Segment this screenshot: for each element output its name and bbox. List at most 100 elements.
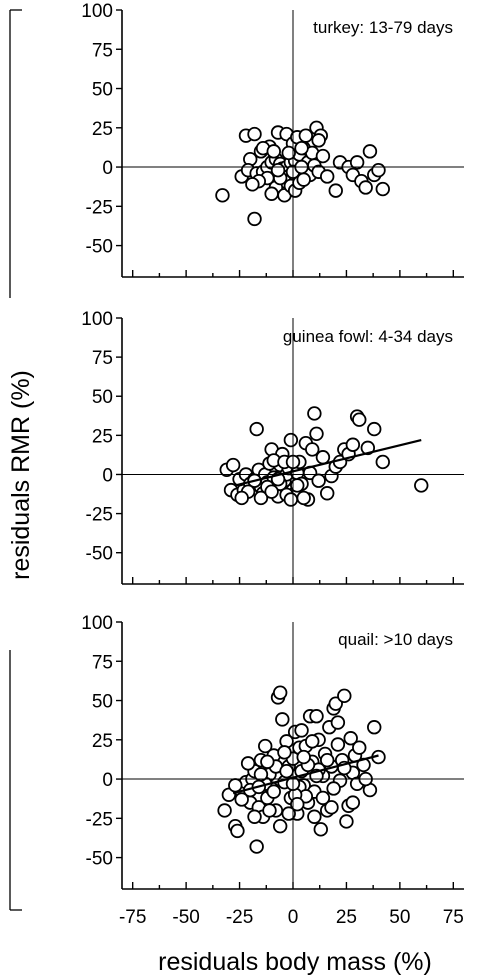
data-point xyxy=(298,128,314,143)
data-point xyxy=(343,731,358,746)
data-point xyxy=(349,155,365,170)
data-point xyxy=(247,126,262,142)
x-tick-label: 50 xyxy=(389,907,410,928)
x-tick-label: 25 xyxy=(336,907,357,928)
data-point xyxy=(315,148,331,164)
data-point xyxy=(264,484,279,499)
data-point xyxy=(311,473,326,488)
y-tick-label: 25 xyxy=(92,731,113,752)
data-point xyxy=(249,839,264,854)
data-point xyxy=(352,412,367,427)
y-tick-labels: 100 75 50 25 0 -25 -50 xyxy=(81,613,113,870)
y-tick-label: 100 xyxy=(81,309,113,330)
data-point xyxy=(266,144,281,159)
data-point xyxy=(234,490,249,506)
data-point xyxy=(264,186,279,201)
data-point xyxy=(225,457,241,473)
data-point xyxy=(307,406,322,421)
data-point xyxy=(309,426,324,441)
y-tick-label: -25 xyxy=(86,809,113,830)
data-point xyxy=(290,478,305,493)
data-point xyxy=(315,790,331,806)
data-point xyxy=(281,145,296,161)
data-point xyxy=(358,180,373,195)
y-tick-label: 25 xyxy=(92,119,113,140)
panel-label: guinea fowl: 4-34 days xyxy=(283,327,453,346)
data-point xyxy=(330,737,346,752)
data-point xyxy=(320,169,335,184)
data-point xyxy=(345,437,361,452)
data-point xyxy=(367,421,382,437)
data-point xyxy=(294,723,309,738)
data-point xyxy=(215,188,230,203)
axes xyxy=(116,317,464,585)
data-point xyxy=(309,709,324,724)
data-point xyxy=(375,181,390,197)
data-point xyxy=(324,800,339,815)
data-point xyxy=(345,795,361,810)
y-tick-label: -50 xyxy=(86,544,113,565)
data-point xyxy=(283,492,299,507)
data-point xyxy=(277,745,292,760)
data-point xyxy=(262,803,277,818)
data-point xyxy=(283,432,299,448)
panel-label: turkey: 13-79 days xyxy=(313,18,453,37)
data-point xyxy=(313,822,328,837)
data-point xyxy=(320,486,335,501)
data-point xyxy=(253,490,269,506)
x-tick-label: -50 xyxy=(172,907,199,928)
y-tick-label: 50 xyxy=(92,80,113,101)
fit-line-layer xyxy=(232,754,379,795)
panel-turkey: 100 75 50 25 0 -25 -50 turkey: 13-79 days xyxy=(81,1,464,278)
data-point xyxy=(247,809,262,824)
y-tick-label: -25 xyxy=(86,505,113,526)
data-point xyxy=(339,814,354,829)
data-point xyxy=(326,781,341,796)
x-tick-label: -75 xyxy=(119,907,146,928)
y-tick-label: 50 xyxy=(92,387,113,408)
data-point xyxy=(367,720,382,735)
data-point xyxy=(230,823,245,839)
data-point xyxy=(258,738,273,754)
data-point xyxy=(266,784,281,799)
panel-label: quail: >10 days xyxy=(338,630,453,649)
data-point xyxy=(315,450,331,465)
x-tick-labels: -75 -50 -25 0 25 50 75 xyxy=(119,907,464,928)
plot-points xyxy=(219,406,429,507)
data-point xyxy=(330,715,346,730)
y-tick-label: -50 xyxy=(86,237,113,258)
y-tick-labels: 100 75 50 25 0 -25 -50 xyxy=(81,309,113,565)
data-point xyxy=(305,442,320,457)
axes xyxy=(116,621,464,890)
x-axis-title: residuals body mass (%) xyxy=(158,948,432,976)
data-point xyxy=(270,162,286,178)
data-point xyxy=(249,421,264,437)
data-point xyxy=(290,796,305,812)
y-tick-label: 75 xyxy=(92,348,113,369)
data-point xyxy=(272,818,288,834)
data-point xyxy=(275,712,290,727)
y-axis-title: residuals RMR (%) xyxy=(7,370,35,580)
data-point xyxy=(296,749,311,765)
data-point xyxy=(352,740,367,755)
data-point xyxy=(296,490,311,506)
data-point xyxy=(272,685,288,700)
y-tick-label: 0 xyxy=(102,770,113,791)
data-point xyxy=(371,162,386,178)
data-point xyxy=(337,688,352,704)
y-tick-label: 100 xyxy=(81,1,113,22)
data-point xyxy=(311,133,326,148)
regression-line xyxy=(235,438,422,487)
y-tick-labels: 100 75 50 25 0 -25 -50 xyxy=(81,1,113,258)
data-point xyxy=(245,177,260,192)
x-tick-label: 75 xyxy=(443,907,464,928)
y-title-bracket xyxy=(9,9,22,911)
data-point xyxy=(375,454,390,470)
data-point xyxy=(234,792,249,807)
plot-points xyxy=(217,685,386,854)
y-tick-label: -25 xyxy=(86,197,113,218)
y-tick-label: 25 xyxy=(92,426,113,447)
data-point xyxy=(228,778,243,793)
panel-guinea-fowl: 100 75 50 25 0 -25 -50 guinea fowl: 4-34 days xyxy=(81,309,464,585)
